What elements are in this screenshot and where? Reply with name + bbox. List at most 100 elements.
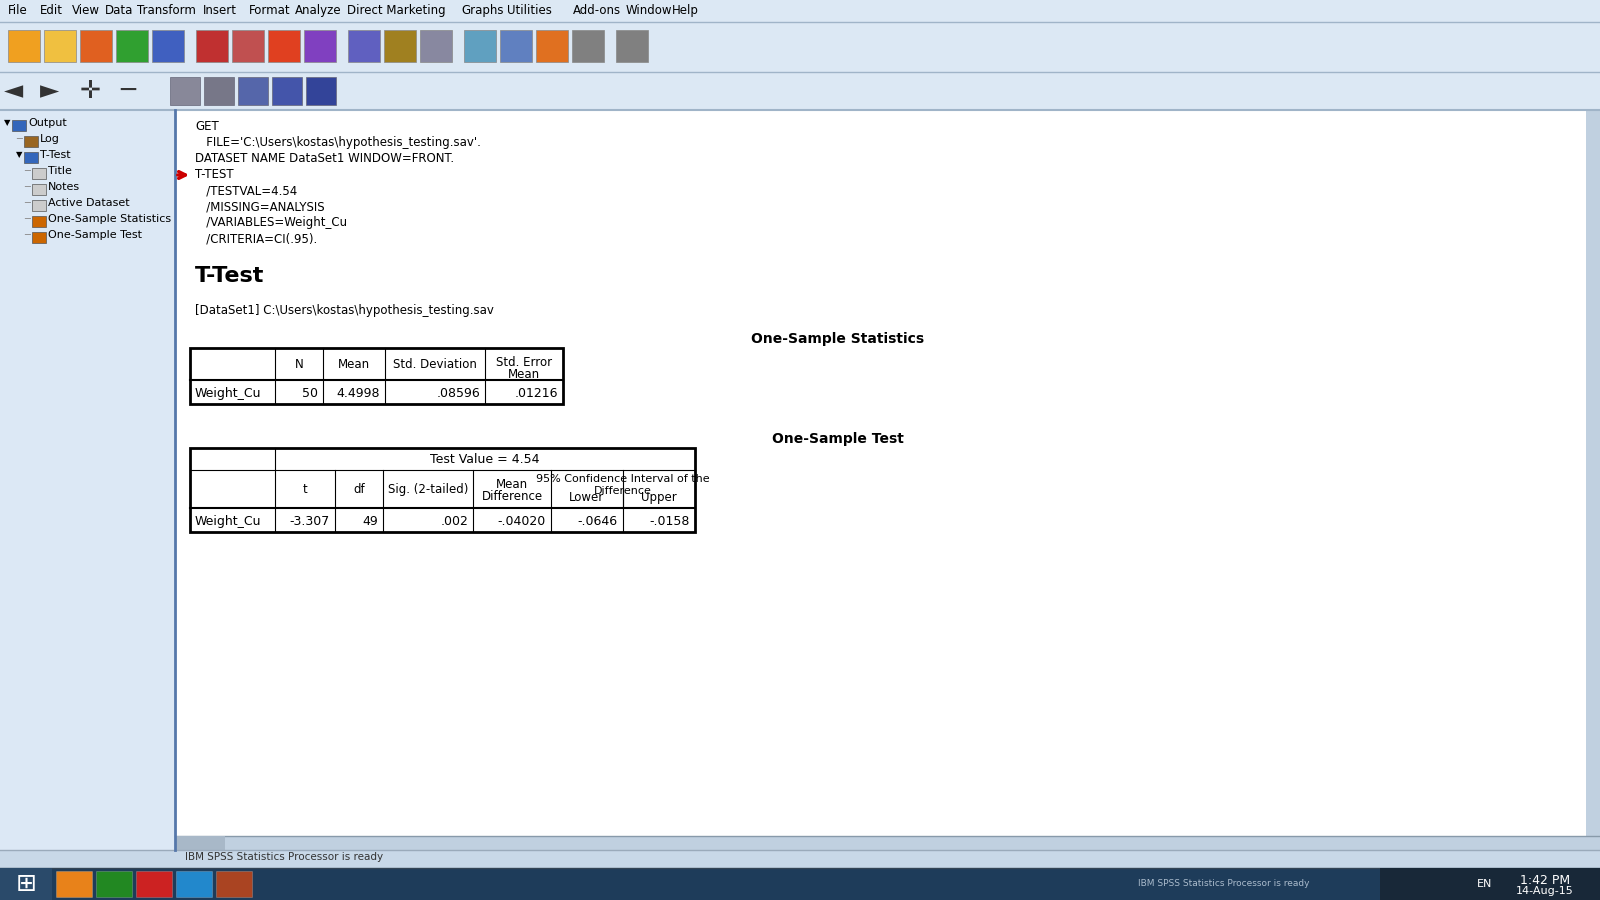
Bar: [170, 77, 200, 105]
Bar: [13, 120, 26, 131]
Text: Add-ons: Add-ons: [573, 4, 621, 17]
Bar: [190, 448, 694, 532]
Text: Insert: Insert: [203, 4, 237, 17]
Text: 14-Aug-15: 14-Aug-15: [1517, 886, 1574, 896]
Bar: [176, 871, 211, 897]
Text: /TESTVAL=4.54: /TESTVAL=4.54: [195, 184, 298, 197]
Text: -.04020: -.04020: [498, 515, 546, 528]
Bar: [0, 868, 1600, 900]
Text: ⊞: ⊞: [16, 872, 37, 896]
Bar: [0, 22, 1600, 72]
Text: Transform: Transform: [138, 4, 195, 17]
Text: ─: ─: [24, 182, 30, 192]
Text: ─: ─: [16, 134, 22, 144]
Text: IBM SPSS Statistics Processor is ready: IBM SPSS Statistics Processor is ready: [1139, 879, 1310, 888]
Bar: [0, 850, 1600, 868]
Bar: [32, 200, 46, 211]
Bar: [272, 77, 302, 105]
Text: ►: ►: [40, 79, 59, 103]
Text: T-TEST: T-TEST: [195, 168, 234, 181]
Bar: [384, 30, 416, 62]
Text: /CRITERIA=CI(.95).: /CRITERIA=CI(.95).: [195, 232, 317, 245]
Bar: [32, 232, 46, 243]
Bar: [152, 30, 184, 62]
Bar: [499, 30, 531, 62]
Bar: [419, 30, 453, 62]
Text: One-Sample Statistics: One-Sample Statistics: [750, 332, 925, 346]
Text: Output: Output: [29, 118, 67, 128]
Text: t: t: [302, 483, 307, 496]
Bar: [232, 30, 264, 62]
Bar: [115, 30, 147, 62]
Text: df: df: [354, 483, 365, 496]
Text: .08596: .08596: [437, 387, 480, 400]
Text: Upper: Upper: [642, 491, 677, 504]
Text: Mean: Mean: [507, 368, 541, 381]
Bar: [0, 72, 1600, 110]
Text: Weight_Cu: Weight_Cu: [195, 387, 261, 400]
Text: Utilities: Utilities: [507, 4, 552, 17]
Text: Analyze: Analyze: [294, 4, 341, 17]
Text: ─: ─: [120, 79, 136, 103]
Bar: [56, 871, 93, 897]
Text: EN: EN: [1477, 879, 1493, 889]
Bar: [464, 30, 496, 62]
Bar: [24, 152, 38, 163]
Bar: [174, 836, 226, 850]
Text: Std. Error: Std. Error: [496, 356, 552, 369]
Text: Data: Data: [104, 4, 133, 17]
Bar: [616, 30, 648, 62]
Text: Format: Format: [250, 4, 291, 17]
Text: FILE='C:\Users\kostas\hypothesis_testing.sav'.: FILE='C:\Users\kostas\hypothesis_testing…: [195, 136, 482, 149]
Text: 49: 49: [362, 515, 378, 528]
Bar: [32, 168, 46, 179]
Bar: [195, 30, 229, 62]
Text: Graphs: Graphs: [461, 4, 504, 17]
Text: Sig. (2-tailed): Sig. (2-tailed): [387, 483, 469, 496]
Bar: [573, 30, 605, 62]
Text: /MISSING=ANALYSIS: /MISSING=ANALYSIS: [195, 200, 325, 213]
Text: View: View: [72, 4, 101, 17]
Text: Edit: Edit: [40, 4, 64, 17]
Text: Notes: Notes: [48, 182, 80, 192]
Text: ▼: ▼: [3, 118, 11, 127]
Text: Difference: Difference: [482, 490, 542, 503]
Bar: [1379, 868, 1600, 900]
Text: ◄: ◄: [5, 79, 24, 103]
Text: Weight_Cu: Weight_Cu: [195, 515, 261, 528]
Bar: [0, 868, 51, 900]
Text: -.0158: -.0158: [650, 515, 690, 528]
Text: One-Sample Test: One-Sample Test: [48, 230, 142, 240]
Text: ─: ─: [24, 214, 30, 224]
Bar: [269, 30, 301, 62]
Text: 1:42 PM: 1:42 PM: [1520, 874, 1570, 887]
Text: Help: Help: [672, 4, 698, 17]
Text: Test Value = 4.54: Test Value = 4.54: [430, 453, 539, 466]
Bar: [190, 348, 563, 404]
Text: One-Sample Test: One-Sample Test: [771, 432, 904, 446]
Bar: [96, 871, 131, 897]
Bar: [174, 110, 1600, 850]
Bar: [80, 30, 112, 62]
Text: .002: .002: [440, 515, 467, 528]
Bar: [238, 77, 269, 105]
Text: 95% Confidence Interval of the: 95% Confidence Interval of the: [536, 474, 710, 484]
Text: File: File: [8, 4, 27, 17]
Text: .01216: .01216: [515, 387, 558, 400]
Text: T-Test: T-Test: [195, 266, 264, 286]
Text: /VARIABLES=Weight_Cu: /VARIABLES=Weight_Cu: [195, 216, 347, 229]
Bar: [0, 110, 174, 850]
Text: Log: Log: [40, 134, 59, 144]
Text: 50: 50: [302, 387, 318, 400]
Bar: [216, 871, 253, 897]
Text: Difference: Difference: [594, 486, 651, 496]
Text: -.0646: -.0646: [578, 515, 618, 528]
Text: 4.4998: 4.4998: [336, 387, 381, 400]
Text: Window: Window: [626, 4, 672, 17]
Bar: [32, 216, 46, 227]
Bar: [1586, 110, 1600, 850]
Text: ─: ─: [24, 230, 30, 240]
Text: N: N: [294, 358, 304, 371]
Bar: [136, 871, 173, 897]
Text: Active Dataset: Active Dataset: [48, 198, 130, 208]
